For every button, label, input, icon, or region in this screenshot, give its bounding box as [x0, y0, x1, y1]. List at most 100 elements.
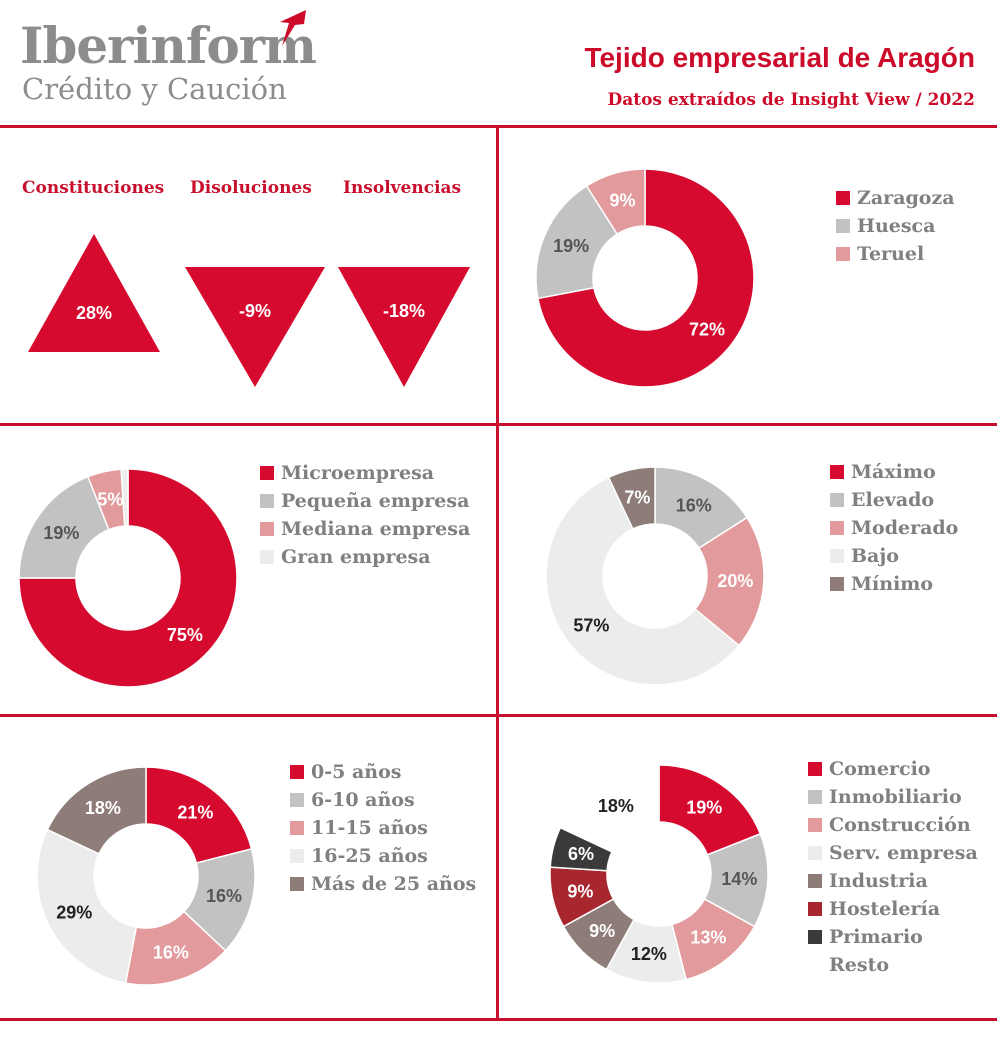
donut-slice-teruel: [585, 168, 646, 236]
legend-swatch: [290, 821, 304, 835]
donut-chart-risk: 16% 20% 57% 7%: [545, 466, 765, 686]
legend-item-6-10-anos: 6-10 años: [290, 786, 476, 814]
legend-item-pequena-empresa: Pequeña empresa: [260, 487, 470, 515]
legend-item-primario: Primario: [808, 923, 978, 951]
donut-slice-zaragoza: [537, 168, 755, 388]
data-label-pequena-empresa: 19%: [43, 523, 79, 543]
legend-label: Elevado: [851, 489, 935, 511]
legend-label: Teruel: [857, 243, 925, 265]
donut-chart-sector: 19% 14% 13% 12% 9% 9% 6% 18%: [549, 764, 769, 984]
data-label-resto: 18%: [598, 796, 634, 816]
legend-province: Zaragoza Huesca Teruel: [836, 184, 955, 268]
data-label-construccion: 13%: [690, 928, 726, 948]
data-label-mediana-empresa: 5%: [97, 489, 123, 509]
data-label-0-5-anos: 21%: [177, 802, 213, 822]
donut-slice-16-25-anos: [36, 828, 138, 984]
indicator-value-insolvencias: -18%: [383, 301, 425, 321]
donut-chart-province: 72% 19% 9%: [535, 168, 755, 388]
legend-label: Inmobiliario: [829, 786, 962, 808]
legend-company-size: Microempresa Pequeña empresa Mediana empre…: [260, 459, 470, 571]
legend-swatch: [808, 790, 822, 804]
legend-label: Más de 25 años: [311, 873, 477, 895]
legend-label: 6-10 años: [311, 789, 415, 811]
legend-label: Microempresa: [281, 462, 435, 484]
legend-item-serv-empresa: Serv. empresa: [808, 839, 978, 867]
legend-swatch: [290, 849, 304, 863]
legend-item-resto: Resto: [808, 951, 978, 979]
donut-slice-0-5-anos: [145, 766, 253, 864]
up-triangle-icon: [28, 234, 160, 352]
legend-label: Primario: [829, 926, 923, 948]
legend-swatch: [808, 818, 822, 832]
legend-label: Mediana empresa: [281, 518, 471, 540]
indicator-insolvencias: -18%: [338, 267, 470, 387]
legend-swatch: [830, 465, 844, 479]
legend-label: 16-25 años: [311, 845, 428, 867]
donut-slice-moderado: [694, 516, 765, 647]
indicator-label-constituciones: Constituciones: [22, 178, 165, 198]
legend-label: Construcción: [829, 814, 971, 836]
donut-slice-minimo: [607, 466, 656, 530]
legend-label: 11-15 años: [311, 817, 428, 839]
donut-slice-resto: [559, 764, 660, 853]
legend-label: Comercio: [829, 758, 931, 780]
legend-item-11-15-anos: 11-15 años: [290, 814, 476, 842]
legend-swatch: [836, 219, 850, 233]
legend-label: Hostelería: [829, 898, 941, 920]
legend-item-construccion: Construcción: [808, 811, 978, 839]
data-label-inmobiliario: 14%: [721, 869, 757, 889]
legend-label: Resto: [829, 954, 890, 976]
legend-item-mas-de-25-anos: Más de 25 años: [290, 870, 476, 898]
legend-swatch: [808, 762, 822, 776]
legend-item-minimo: Mínimo: [830, 570, 958, 598]
divider-vertical: [496, 125, 499, 1018]
down-triangle-icon: [338, 267, 470, 387]
legend-item-industria: Industria: [808, 867, 978, 895]
data-label-11-15-anos: 16%: [153, 943, 189, 963]
legend-label: Industria: [829, 870, 928, 892]
legend-swatch: [830, 493, 844, 507]
legend-item-gran-empresa: Gran empresa: [260, 543, 470, 571]
legend-swatch: [260, 494, 274, 508]
legend-swatch: [260, 550, 274, 564]
legend-swatch: [290, 765, 304, 779]
legend-swatch: [836, 191, 850, 205]
page-subtitle: Datos extraídos de Insight View / 2022: [607, 90, 975, 110]
legend-swatch: [290, 877, 304, 891]
legend-label: Zaragoza: [857, 187, 955, 209]
data-label-zaragoza: 72%: [689, 319, 725, 339]
legend-label: Máximo: [851, 461, 936, 483]
legend-item-hosteleria: Hostelería: [808, 895, 978, 923]
legend-item-moderado: Moderado: [830, 514, 958, 542]
data-label-6-10-anos: 16%: [206, 886, 242, 906]
legend-risk: Máximo Elevado Moderado Bajo Mínimo: [830, 458, 958, 598]
legend-item-0-5-anos: 0-5 años: [290, 758, 476, 786]
legend-item-microempresa: Microempresa: [260, 459, 470, 487]
legend-item-elevado: Elevado: [830, 486, 958, 514]
legend-item-inmobiliario: Inmobiliario: [808, 783, 978, 811]
legend-label: Bajo: [851, 545, 899, 567]
indicator-label-disoluciones: Disoluciones: [190, 178, 312, 198]
indicator-value-disoluciones: -9%: [239, 301, 271, 321]
legend-age: 0-5 años 6-10 años 11-15 años 16-25 años Más…: [290, 758, 476, 898]
legend-swatch: [290, 793, 304, 807]
divider-bottom: [0, 1018, 997, 1021]
data-label-bajo: 57%: [573, 615, 609, 635]
donut-chart-company-size: 75% 19% 5%: [18, 468, 238, 688]
indicator-value-constituciones: 28%: [76, 303, 112, 323]
data-label-primario: 6%: [568, 844, 594, 864]
legend-swatch: [830, 577, 844, 591]
legend-label: Gran empresa: [281, 546, 431, 568]
legend-label: Serv. empresa: [829, 842, 978, 864]
legend-item-huesca: Huesca: [836, 212, 955, 240]
data-label-hosteleria: 9%: [567, 882, 593, 902]
donut-chart-age: 21% 16% 16% 29% 18%: [36, 766, 256, 986]
legend-item-comercio: Comercio: [808, 755, 978, 783]
legend-swatch: [830, 521, 844, 535]
indicator-disoluciones: -9%: [185, 267, 325, 387]
legend-swatch: [260, 522, 274, 536]
data-label-teruel: 9%: [610, 191, 636, 211]
data-label-industria: 9%: [589, 921, 615, 941]
donut-slice-microempresa: [18, 468, 238, 688]
donut-slice-bajo: [545, 476, 741, 686]
